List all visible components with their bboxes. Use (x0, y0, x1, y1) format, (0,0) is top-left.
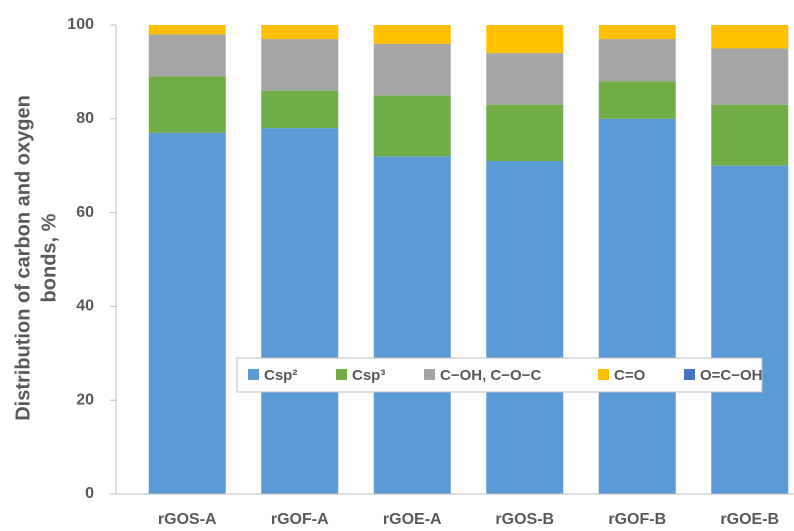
bar-segment (486, 161, 564, 494)
legend-label: C=O (614, 367, 646, 384)
legend-label: O=C−OH (700, 367, 763, 384)
x-tick-label: rGOF-B (608, 511, 666, 528)
y-tick-label: 20 (76, 391, 94, 408)
bar-segment (148, 132, 226, 494)
y-tick-label: 0 (85, 485, 94, 502)
y-tick-label: 100 (67, 16, 94, 33)
legend-swatch (248, 369, 259, 380)
bar-segment (148, 76, 226, 133)
bar-segment (373, 25, 451, 44)
y-axis-label: bonds, % (38, 213, 60, 302)
bar-segment (598, 39, 676, 82)
x-tick-label: rGOF-A (271, 511, 329, 528)
bar-segment (486, 53, 564, 105)
bar-segment (711, 165, 789, 494)
legend-label: Csp² (264, 367, 297, 384)
y-tick-label: 80 (76, 110, 94, 127)
bar-segment (148, 25, 226, 35)
bar-segment (486, 25, 564, 54)
bar-segment (373, 156, 451, 494)
bar-segment (711, 25, 789, 49)
bar-segment (711, 48, 789, 105)
bar-segment (711, 104, 789, 166)
x-tick-label: rGOS-B (495, 511, 554, 528)
legend-swatch (684, 369, 695, 380)
legend-swatch (598, 369, 609, 380)
x-tick-label: rGOE-B (720, 511, 779, 528)
bar-segment (598, 118, 676, 495)
bar-segment (598, 81, 676, 119)
legend-label: C−OH, C−O−C (440, 367, 541, 384)
bar-segment (486, 104, 564, 162)
legend-label: Csp³ (352, 367, 385, 384)
bar-segment (261, 25, 339, 40)
bar-segment (598, 25, 676, 40)
bar-segment (261, 128, 339, 494)
bar-segment (148, 34, 226, 77)
legend-swatch (336, 369, 347, 380)
legend-swatch (424, 369, 435, 380)
x-tick-label: rGOE-A (383, 511, 442, 528)
bar-segment (261, 90, 339, 129)
y-tick-label: 40 (76, 298, 94, 315)
y-axis-label: Distribution of carbon and oxygen (12, 95, 34, 421)
legend-box (236, 357, 763, 393)
bar-segment (373, 95, 451, 157)
y-tick-label: 60 (76, 204, 94, 221)
bar-segment (373, 43, 451, 96)
bar-segment (261, 39, 339, 91)
x-tick-label: rGOS-A (158, 511, 217, 528)
